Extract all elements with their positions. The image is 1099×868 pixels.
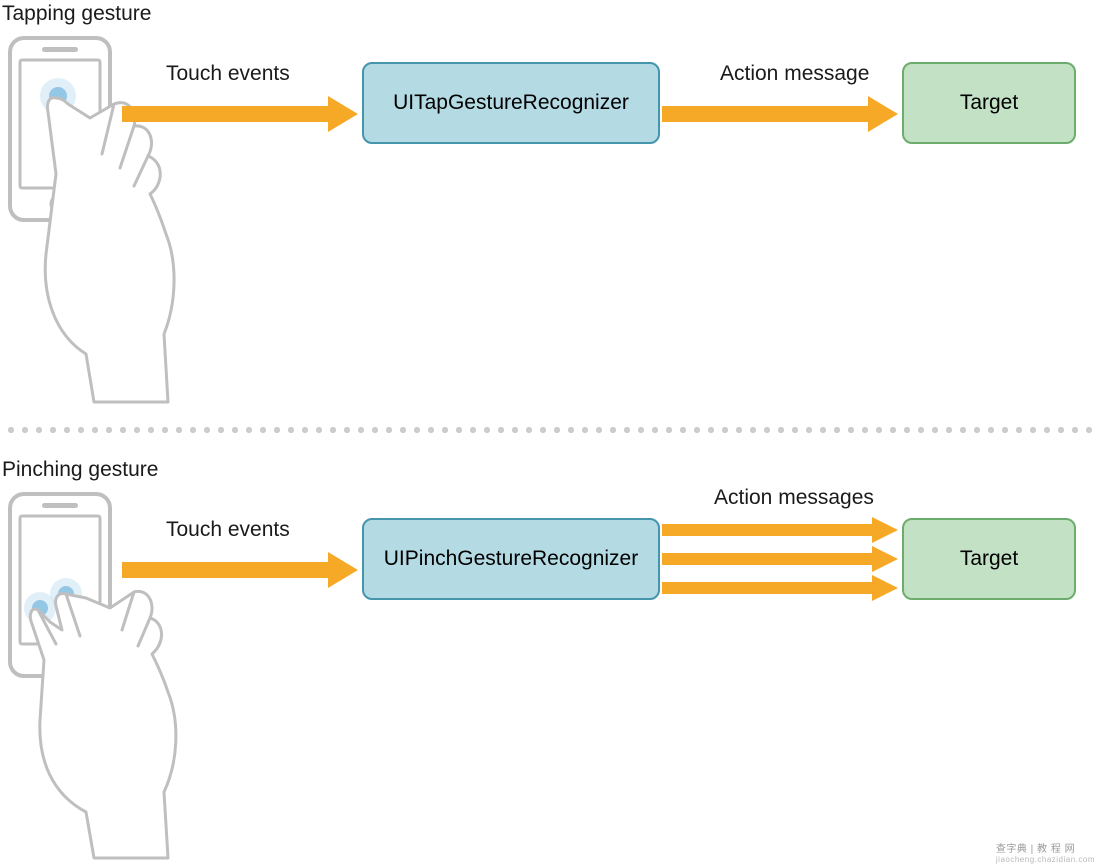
- diagram-canvas: Tapping gesture Touch events UITapGestu: [0, 0, 1099, 868]
- watermark: 查字典 | 教 程 网 jiaocheng.chazidian.com: [996, 840, 1095, 864]
- device-tap-icon: [6, 34, 186, 409]
- recognizer-label-pinch: UIPinchGestureRecognizer: [384, 547, 638, 571]
- arrow-label-action-messages-pinch: Action messages: [714, 486, 874, 510]
- flow-title-tap: Tapping gesture: [2, 2, 151, 26]
- recognizer-box-pinch: UIPinchGestureRecognizer: [362, 518, 660, 600]
- arrow-action-message-tap: [662, 96, 898, 132]
- arrow-label-action-message-tap: Action message: [720, 62, 869, 86]
- watermark-line2: jiaocheng.chazidian.com: [996, 855, 1095, 864]
- target-box-tap: Target: [902, 62, 1076, 144]
- recognizer-label-tap: UITapGestureRecognizer: [393, 91, 629, 115]
- device-pinch-icon: [6, 490, 186, 865]
- watermark-line1: 查字典 | 教 程 网: [996, 844, 1075, 855]
- section-divider: [0, 426, 1099, 434]
- arrow-touch-events-tap: [122, 96, 358, 132]
- arrow-touch-events-pinch: [122, 552, 358, 588]
- recognizer-box-tap: UITapGestureRecognizer: [362, 62, 660, 144]
- target-label-pinch: Target: [960, 547, 1018, 571]
- flow-title-pinch: Pinching gesture: [2, 458, 158, 482]
- target-box-pinch: Target: [902, 518, 1076, 600]
- arrow-action-message-pinch-1: [662, 517, 898, 543]
- arrow-label-touch-events-pinch: Touch events: [166, 518, 290, 542]
- arrow-action-message-pinch-3: [662, 575, 898, 601]
- arrow-label-touch-events-tap: Touch events: [166, 62, 290, 86]
- target-label-tap: Target: [960, 91, 1018, 115]
- arrow-action-message-pinch-2: [662, 546, 898, 572]
